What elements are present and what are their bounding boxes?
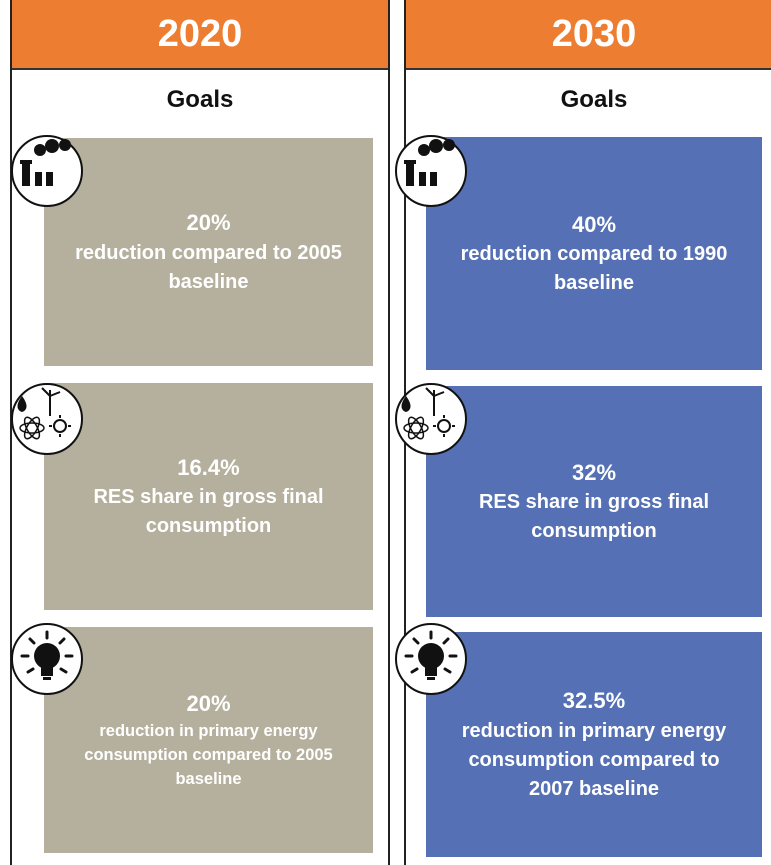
goal-icon	[11, 383, 83, 455]
goal-percent: 40%	[571, 211, 617, 237]
column: 2030 Goals 40% reduction compared to 1990 b…	[395, 0, 771, 865]
goal-icon	[395, 383, 467, 455]
goal-icon	[395, 135, 467, 207]
goal-box: 20% reduction in primary energy consumpti…	[44, 627, 373, 853]
goal-text: reduction in primary energy consumption …	[461, 719, 727, 800]
goal-text: reduction in primary energy consumption …	[84, 722, 333, 788]
goal-percent: 32%	[571, 459, 617, 485]
goals-label: Goals	[166, 86, 234, 113]
goal-box: 32% RES share in gross final consumption	[426, 386, 762, 617]
goal-icon	[11, 623, 83, 695]
goal-box: 16.4% RES share in gross final consumptio…	[44, 383, 373, 610]
goal-text: RES share in gross final consumption	[478, 491, 710, 543]
goal-box: 32.5% reduction in primary energy consump…	[426, 632, 762, 857]
goal-percent: 20%	[186, 691, 231, 717]
goal-box: 40% reduction compared to 1990 baseline	[426, 137, 762, 370]
goal-icon	[11, 135, 83, 207]
goals-label: Goals	[560, 86, 628, 113]
column: 2020 Goals 20% reduction compared to 2005 b…	[10, 0, 390, 865]
goal-text: reduction compared to 2005 baseline	[75, 241, 342, 293]
goal-text: RES share in gross final consumption	[93, 486, 324, 538]
goal-percent: 20%	[186, 210, 231, 236]
year-header: 2020	[12, 0, 388, 70]
year-header: 2030	[406, 0, 771, 70]
goal-box: 20% reduction compared to 2005 baseline	[44, 138, 373, 366]
goal-percent: 16.4%	[177, 454, 240, 480]
goal-percent: 32.5%	[562, 688, 626, 714]
goal-text: reduction compared to 1990 baseline	[460, 243, 728, 295]
goal-icon	[395, 623, 467, 695]
